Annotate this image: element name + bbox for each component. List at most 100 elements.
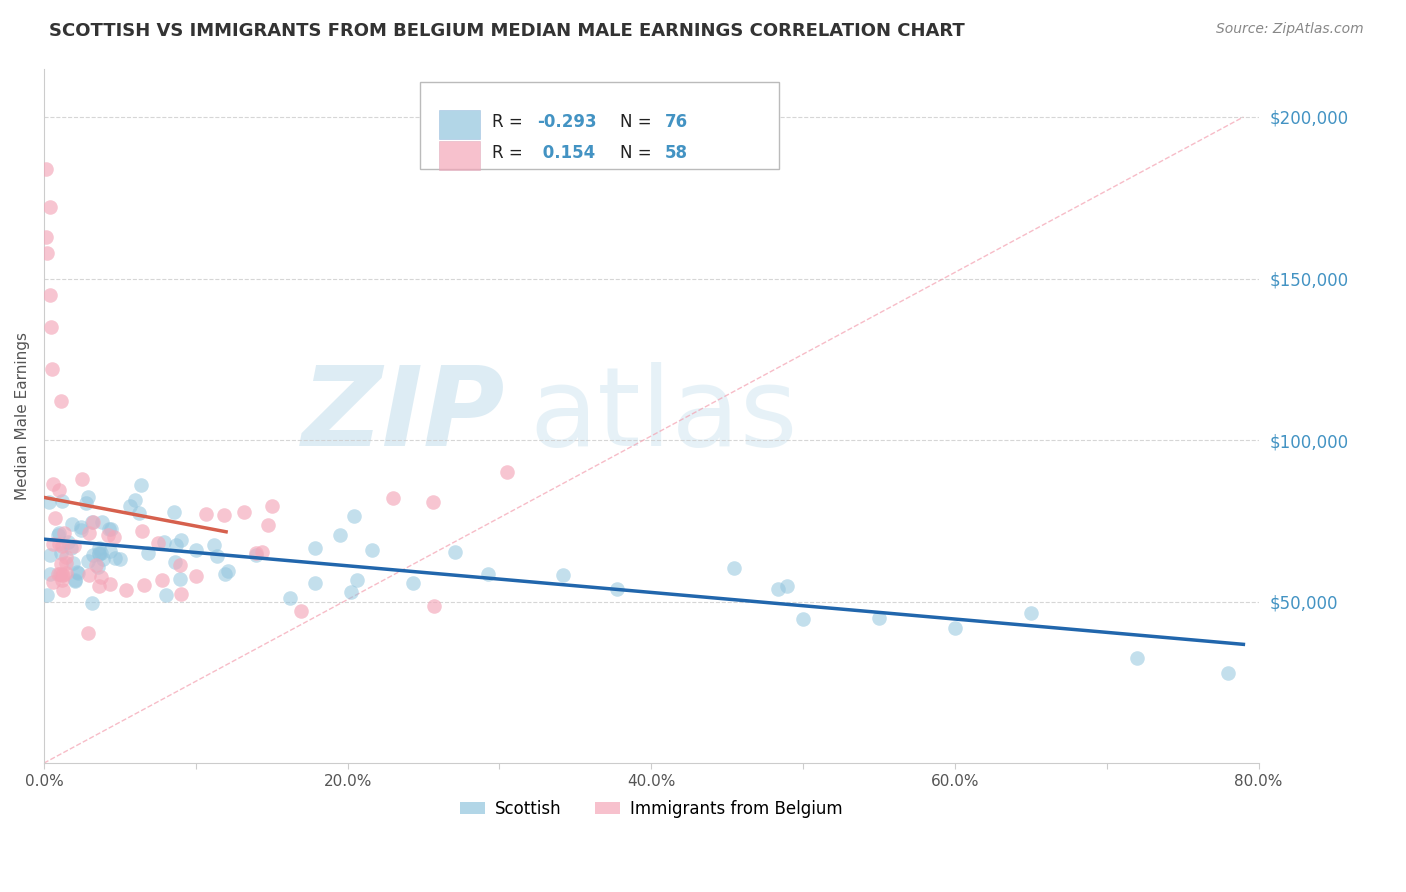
FancyBboxPatch shape <box>420 82 779 169</box>
FancyBboxPatch shape <box>439 141 479 170</box>
Point <box>868 611 890 625</box>
Point <box>250 545 273 559</box>
Point <box>131 524 153 538</box>
Point <box>82 515 104 529</box>
Point <box>360 543 382 558</box>
Point <box>89 547 111 561</box>
Point <box>304 576 326 591</box>
Point <box>39 548 62 562</box>
Point <box>48 483 70 497</box>
Point <box>90 515 112 529</box>
Point <box>97 522 120 536</box>
Point <box>62 556 84 570</box>
Point <box>169 558 191 572</box>
Point <box>77 553 100 567</box>
Point <box>136 546 159 560</box>
Point <box>1019 606 1042 620</box>
Text: SCOTTISH VS IMMIGRANTS FROM BELGIUM MEDIAN MALE EARNINGS CORRELATION CHART: SCOTTISH VS IMMIGRANTS FROM BELGIUM MEDI… <box>49 22 965 40</box>
Point <box>381 491 404 505</box>
Point <box>152 534 174 549</box>
Text: ZIP: ZIP <box>302 362 506 469</box>
Point <box>124 493 146 508</box>
Point <box>245 548 267 562</box>
Point <box>329 528 352 542</box>
Point <box>77 526 100 541</box>
Point <box>87 541 110 555</box>
Text: R =: R = <box>492 145 529 162</box>
Point <box>423 599 446 613</box>
Point <box>776 579 799 593</box>
Point <box>155 588 177 602</box>
Point <box>77 491 100 505</box>
Point <box>55 556 77 570</box>
Point <box>257 518 280 533</box>
Point <box>80 595 103 609</box>
Point <box>89 546 111 560</box>
Point <box>48 566 70 581</box>
Text: N =: N = <box>620 145 657 162</box>
Point <box>477 566 499 581</box>
Point <box>39 287 62 301</box>
Point <box>304 541 326 555</box>
Point <box>82 549 104 563</box>
Point <box>606 582 628 597</box>
Text: N =: N = <box>620 113 657 131</box>
Point <box>90 569 112 583</box>
Point <box>51 568 73 582</box>
Point <box>90 546 112 560</box>
Point <box>38 495 60 509</box>
Point <box>1218 665 1240 680</box>
Point <box>128 506 150 520</box>
Point <box>170 587 193 601</box>
Point <box>42 537 65 551</box>
Point <box>51 547 73 561</box>
Point <box>943 621 966 635</box>
Point <box>245 546 267 560</box>
Point <box>262 500 284 514</box>
Point <box>212 508 235 523</box>
Legend: Scottish, Immigrants from Belgium: Scottish, Immigrants from Belgium <box>453 793 849 824</box>
Y-axis label: Median Male Earnings: Median Male Earnings <box>15 332 30 500</box>
Point <box>165 538 187 552</box>
Point <box>97 527 120 541</box>
Point <box>46 528 69 542</box>
Text: R =: R = <box>492 113 529 131</box>
Point <box>723 561 745 575</box>
Point <box>60 517 83 532</box>
Point <box>278 591 301 606</box>
Point <box>42 575 65 590</box>
Point <box>63 573 86 587</box>
Text: 76: 76 <box>665 113 688 131</box>
Point <box>41 362 63 376</box>
Point <box>98 543 121 558</box>
Point <box>48 525 70 540</box>
Point <box>66 566 89 580</box>
Point <box>49 558 72 572</box>
Point <box>35 229 58 244</box>
Point <box>162 505 184 519</box>
Point <box>551 567 574 582</box>
Point <box>75 496 97 510</box>
Point <box>343 509 366 524</box>
Point <box>204 538 226 552</box>
Point <box>79 568 101 582</box>
Point <box>214 566 236 581</box>
Point <box>150 574 173 588</box>
Point <box>76 625 98 640</box>
Point <box>91 552 114 566</box>
Point <box>62 539 84 553</box>
Point <box>1126 651 1149 665</box>
Point <box>35 588 58 602</box>
Point <box>346 573 368 587</box>
Point <box>104 550 127 565</box>
Point <box>443 545 465 559</box>
Point <box>55 566 77 580</box>
Point <box>496 466 519 480</box>
Point <box>165 555 187 569</box>
Point <box>52 583 75 598</box>
Point <box>87 560 110 574</box>
Point <box>34 161 56 176</box>
Point <box>51 573 73 587</box>
Point <box>51 539 73 553</box>
Point <box>63 574 86 588</box>
